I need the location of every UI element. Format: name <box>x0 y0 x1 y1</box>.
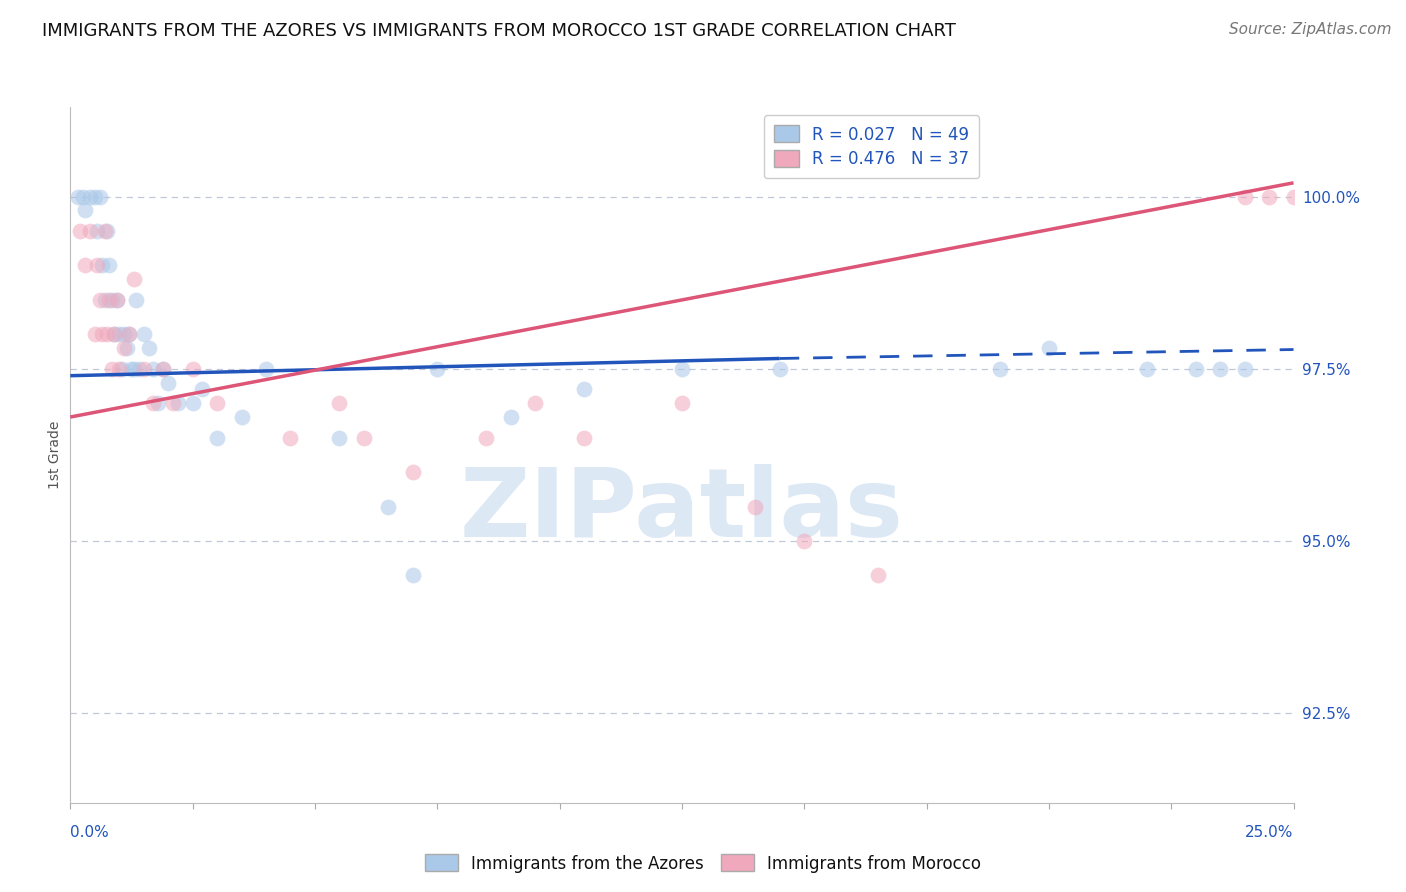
Text: 0.0%: 0.0% <box>70 825 110 840</box>
Point <box>132 327 155 342</box>
Point <box>91 327 114 342</box>
Point <box>254 361 277 376</box>
Point <box>157 376 180 390</box>
Point <box>122 272 145 286</box>
Point <box>132 361 155 376</box>
Point <box>1209 361 1232 376</box>
Point <box>181 361 204 376</box>
Point <box>328 431 350 445</box>
Point <box>162 396 184 410</box>
Point <box>112 341 135 355</box>
Point <box>1233 361 1256 376</box>
Point <box>231 410 253 425</box>
Point <box>475 431 498 445</box>
Point <box>108 361 131 376</box>
Point <box>671 361 693 376</box>
Point <box>1258 189 1281 203</box>
Point <box>93 224 115 238</box>
Point <box>1233 189 1256 203</box>
Point <box>96 224 118 238</box>
Point <box>744 500 766 514</box>
Point <box>101 361 124 376</box>
Point <box>96 327 118 342</box>
Text: ZIPatlas: ZIPatlas <box>460 464 904 558</box>
Point <box>125 293 148 307</box>
Point <box>111 361 134 376</box>
Point <box>79 224 101 238</box>
Point <box>115 341 138 355</box>
Point <box>1282 189 1305 203</box>
Legend: R = 0.027   N = 49, R = 0.476   N = 37: R = 0.027 N = 49, R = 0.476 N = 37 <box>763 115 980 178</box>
Point <box>142 361 165 376</box>
Point <box>138 341 160 355</box>
Point <box>98 293 121 307</box>
Point <box>83 327 105 342</box>
Point <box>128 361 150 376</box>
Point <box>205 431 228 445</box>
Text: IMMIGRANTS FROM THE AZORES VS IMMIGRANTS FROM MOROCCO 1ST GRADE CORRELATION CHAR: IMMIGRANTS FROM THE AZORES VS IMMIGRANTS… <box>42 22 956 40</box>
Point <box>69 224 91 238</box>
Point <box>105 293 128 307</box>
Point <box>152 361 174 376</box>
Point <box>426 361 449 376</box>
Text: Source: ZipAtlas.com: Source: ZipAtlas.com <box>1229 22 1392 37</box>
Point <box>118 327 141 342</box>
Point <box>86 259 108 273</box>
Point <box>72 189 94 203</box>
Point <box>73 203 96 218</box>
Point <box>89 189 111 203</box>
Point <box>499 410 522 425</box>
Point <box>988 361 1011 376</box>
Point <box>91 259 114 273</box>
Point <box>402 568 425 582</box>
Point <box>524 396 547 410</box>
Point <box>121 361 143 376</box>
Point <box>572 383 595 397</box>
Point <box>103 327 125 342</box>
Text: 25.0%: 25.0% <box>1246 825 1294 840</box>
Point <box>89 293 111 307</box>
Point <box>152 361 174 376</box>
Point <box>769 361 792 376</box>
Point <box>191 383 214 397</box>
Point <box>280 431 302 445</box>
Point <box>181 396 204 410</box>
Point <box>1038 341 1060 355</box>
Point <box>793 534 815 549</box>
Point <box>118 327 141 342</box>
Point <box>108 327 131 342</box>
Y-axis label: 1st Grade: 1st Grade <box>48 421 62 489</box>
Point <box>98 259 121 273</box>
Legend: Immigrants from the Azores, Immigrants from Morocco: Immigrants from the Azores, Immigrants f… <box>418 847 988 880</box>
Point <box>328 396 350 410</box>
Point <box>866 568 889 582</box>
Point <box>122 361 145 376</box>
Point <box>671 396 693 410</box>
Point <box>377 500 399 514</box>
Point <box>83 189 105 203</box>
Point <box>353 431 375 445</box>
Point <box>86 224 108 238</box>
Point <box>101 293 124 307</box>
Point <box>112 327 135 342</box>
Point <box>79 189 101 203</box>
Point <box>1184 361 1206 376</box>
Point <box>142 396 165 410</box>
Point <box>167 396 190 410</box>
Point <box>66 189 89 203</box>
Point <box>103 327 125 342</box>
Point <box>93 293 115 307</box>
Point <box>402 465 425 479</box>
Point <box>148 396 170 410</box>
Point <box>105 293 128 307</box>
Point <box>73 259 96 273</box>
Point <box>572 431 595 445</box>
Point <box>1136 361 1159 376</box>
Point <box>205 396 228 410</box>
